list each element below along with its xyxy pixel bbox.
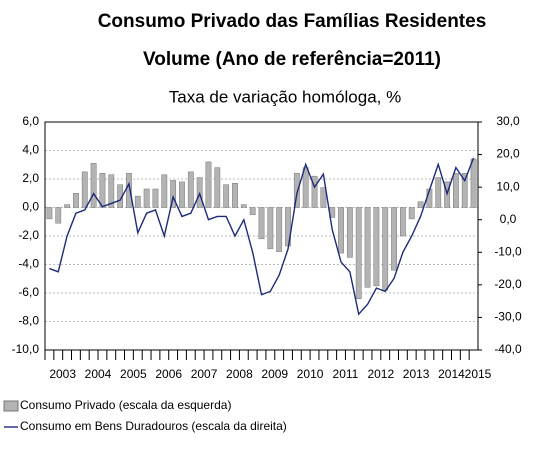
x-tick-label: 2008 xyxy=(226,367,253,381)
x-tick-label: 2004 xyxy=(85,367,112,381)
y2-tick-label: 20,0 xyxy=(496,147,520,161)
x-tick-label: 2003 xyxy=(49,367,76,381)
bar xyxy=(258,207,265,240)
legend-label: Consumo Privado (escala da esquerda) xyxy=(20,398,231,412)
y-tick-label: -8,0 xyxy=(18,314,39,328)
bar xyxy=(470,158,477,208)
y2-tick-label: -40,0 xyxy=(494,342,522,356)
bar xyxy=(417,201,424,208)
bar xyxy=(214,167,221,208)
y-tick-label: 2,0 xyxy=(22,171,39,185)
plot-frame xyxy=(44,121,479,351)
chart-subtitle: Volume (Ano de referência=2011) xyxy=(143,49,441,70)
y-tick-label: 4,0 xyxy=(22,143,39,157)
y-tick-label: -10,0 xyxy=(12,342,40,356)
bar xyxy=(143,188,150,208)
bar xyxy=(205,161,212,208)
bar xyxy=(64,204,70,208)
bar xyxy=(179,181,185,208)
bar xyxy=(364,207,371,288)
bar xyxy=(373,207,380,287)
y2-tick-label: 10,0 xyxy=(496,179,520,193)
bar xyxy=(302,167,309,208)
x-tick-label: 2014 xyxy=(438,367,465,381)
bar xyxy=(276,207,283,252)
bar xyxy=(161,174,168,208)
bar xyxy=(320,187,327,208)
y2-tick-label: -30,0 xyxy=(494,310,522,324)
y2-tick-label: -20,0 xyxy=(494,277,522,291)
bar xyxy=(240,204,247,208)
y-tick-label: 0,0 xyxy=(22,200,39,214)
bar xyxy=(73,193,79,208)
x-tick-label: 2007 xyxy=(191,367,218,381)
bar xyxy=(46,207,53,220)
x-tick-label: 2005 xyxy=(120,367,147,381)
bar xyxy=(108,174,115,208)
bar xyxy=(399,207,406,237)
bar xyxy=(453,173,459,208)
bar xyxy=(152,188,159,208)
y2-tick-label: -10,0 xyxy=(494,244,522,258)
bar xyxy=(382,207,389,291)
bar xyxy=(461,173,468,208)
x-tick-label: 2010 xyxy=(297,367,324,381)
y-tick-label: -2,0 xyxy=(18,228,39,242)
bar xyxy=(99,173,106,208)
bar xyxy=(232,183,238,208)
legend-swatch xyxy=(3,400,19,412)
bar xyxy=(223,184,230,208)
bar xyxy=(293,173,300,208)
y2-tick-label: 0,0 xyxy=(500,212,517,226)
bar xyxy=(249,207,256,215)
bar xyxy=(55,207,62,224)
bar xyxy=(391,207,397,271)
legend-label: Consumo em Bens Duradouros (escala da di… xyxy=(20,419,287,433)
bar xyxy=(267,207,274,250)
bar xyxy=(126,173,132,208)
bar xyxy=(81,171,88,208)
y-tick-label: 6,0 xyxy=(22,114,39,128)
x-tick-label: 2012 xyxy=(367,367,394,381)
bar xyxy=(338,207,344,254)
x-tick-label: 2011 xyxy=(333,367,359,381)
bar xyxy=(346,207,353,258)
y2-tick-label: 30,0 xyxy=(496,114,520,128)
bar xyxy=(408,207,415,220)
bar xyxy=(134,195,141,208)
bar xyxy=(435,177,442,208)
bar xyxy=(311,175,318,208)
bar xyxy=(90,163,97,208)
line xyxy=(49,157,475,316)
bar xyxy=(187,171,194,208)
bar xyxy=(170,180,177,208)
chart-title: Consumo Privado das Famílias Residentes xyxy=(98,11,487,32)
y-axis-label: Taxa de variação homóloga, % xyxy=(169,87,401,106)
x-tick-label: 2013 xyxy=(403,367,430,381)
y-tick-label: -4,0 xyxy=(18,257,39,271)
y-tick-label: -6,0 xyxy=(18,285,39,299)
x-tick-label: 2015 xyxy=(465,367,492,381)
x-tick-label: 2009 xyxy=(261,367,288,381)
bar xyxy=(355,207,362,299)
x-tick-label: 2006 xyxy=(155,367,182,381)
